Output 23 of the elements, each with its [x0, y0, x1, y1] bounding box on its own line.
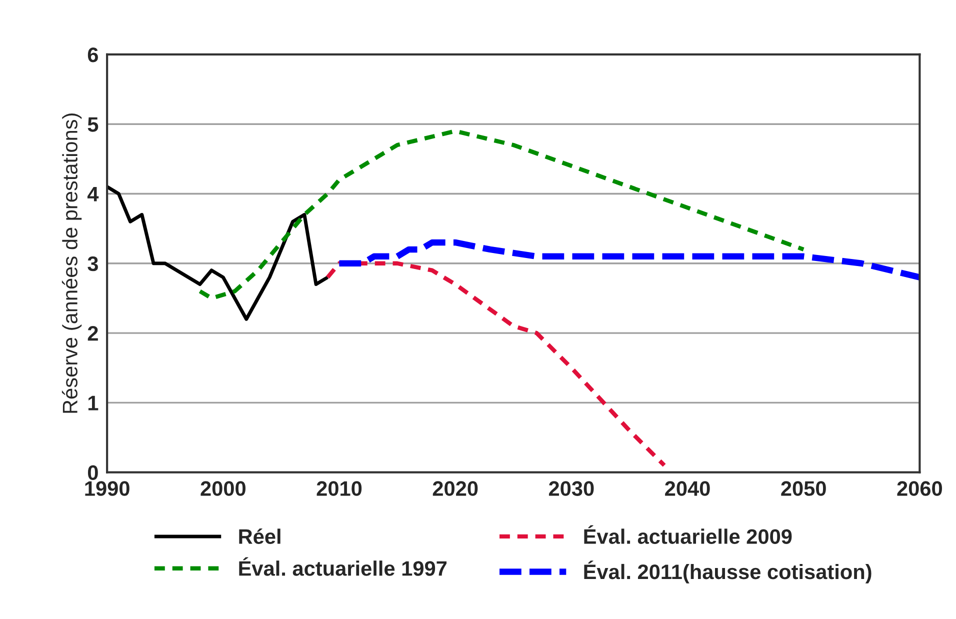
line-series [107, 185, 330, 321]
x-tick-label: 2000 [200, 481, 246, 496]
x-tick-label: 2010 [316, 481, 362, 496]
legend-label: Éval. actuarielle 2009 [584, 525, 792, 544]
y-tick-label: 6 [88, 47, 98, 62]
y-tick-label: 2 [88, 326, 98, 341]
y-tick-label: 4 [87, 186, 99, 202]
legend-label: Éval. 2011(hausse cotisation) [584, 560, 872, 584]
y-tick-label: 1 [88, 396, 98, 410]
x-tick-label: 2030 [548, 481, 594, 496]
y-axis-title: Réserve (années de prestations) [62, 114, 82, 413]
x-tick-label: 2050 [781, 481, 826, 496]
x-tick-label: 2020 [432, 481, 478, 496]
y-tick-label: 0 [88, 465, 98, 480]
x-tick-label: 1990 [85, 481, 130, 496]
legend-label: Éval. actuarielle 1997 [239, 557, 447, 576]
x-tick-label: 2060 [897, 481, 942, 496]
legend-label: Réel [239, 528, 280, 544]
line-series [198, 128, 806, 300]
line-series [326, 261, 666, 468]
y-tick-label: 5 [88, 117, 98, 132]
y-tick-label: 3 [88, 256, 98, 272]
x-tick-label: 2040 [665, 481, 710, 496]
